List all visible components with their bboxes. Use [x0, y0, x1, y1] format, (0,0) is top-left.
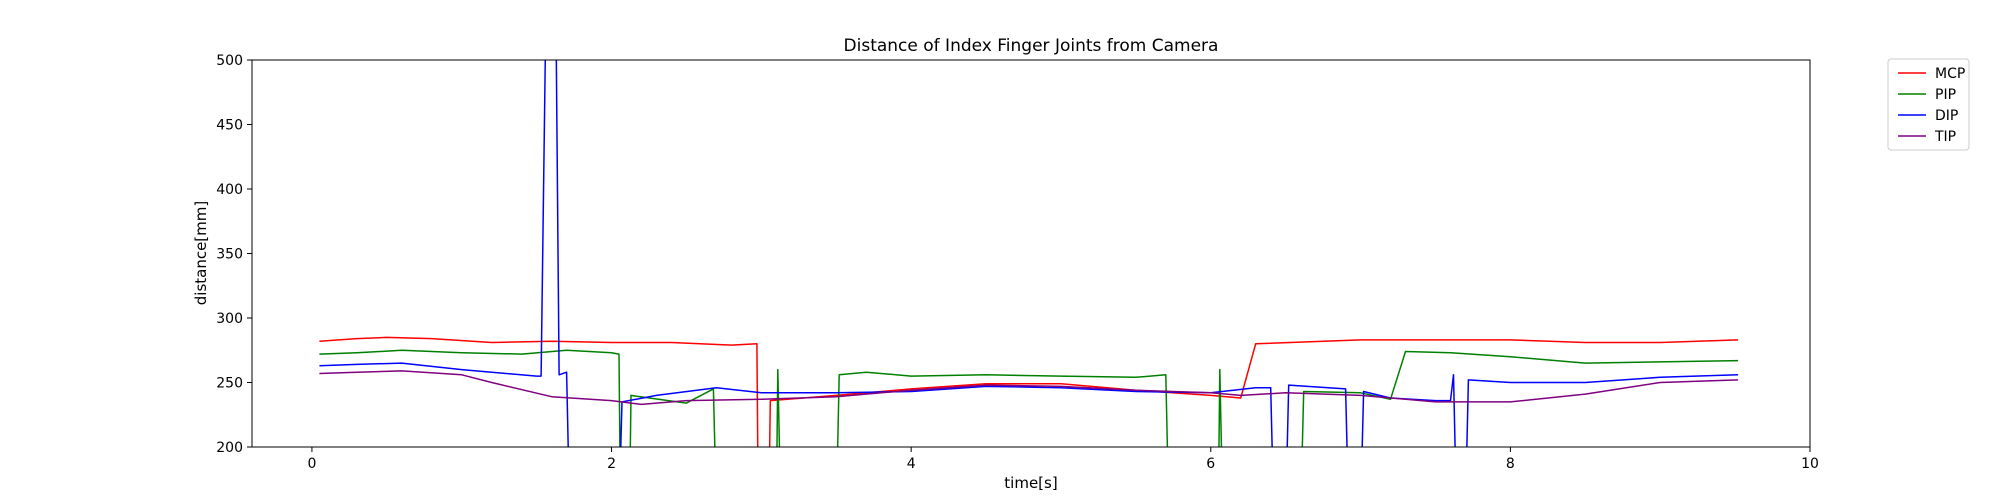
x-axis: 0 2 4 6 8 10: [307, 447, 1819, 472]
series-layer: [319, 60, 1739, 447]
y-axis-title: distance[mm]: [192, 201, 210, 306]
legend-label-dip: DIP: [1935, 108, 1958, 124]
series-line-tip: [319, 370, 1739, 406]
y-axis: 200 250 300 350 400 450 500: [216, 53, 252, 456]
legend-label-pip: PIP: [1935, 87, 1956, 103]
x-axis-title: time[s]: [1004, 474, 1057, 492]
y-tick-label: 350: [216, 247, 243, 263]
x-tick-label: 0: [307, 456, 316, 472]
y-tick-label: 200: [216, 440, 243, 456]
y-tick-label: 450: [216, 118, 243, 134]
legend-frame: [1887, 58, 1970, 151]
series-line-mcp: [319, 336, 1739, 447]
chart-title: Distance of Index Finger Joints from Cam…: [844, 36, 1219, 56]
y-tick-label: 300: [216, 311, 243, 327]
x-tick-label: 10: [1801, 456, 1819, 472]
legend: MCP PIP DIP TIP: [1887, 58, 1970, 151]
x-tick-label: 4: [907, 456, 916, 472]
legend-label-mcp: MCP: [1935, 66, 1965, 82]
y-tick-label: 250: [216, 376, 243, 392]
plot-area-frame: [251, 59, 1811, 448]
x-tick-label: 8: [1506, 456, 1515, 472]
series-line-dip: [319, 60, 1739, 447]
y-tick-label: 400: [216, 182, 243, 198]
x-tick-label: 2: [607, 456, 616, 472]
x-tick-label: 6: [1206, 456, 1215, 472]
y-tick-label: 500: [216, 53, 243, 69]
legend-label-tip: TIP: [1934, 129, 1956, 145]
